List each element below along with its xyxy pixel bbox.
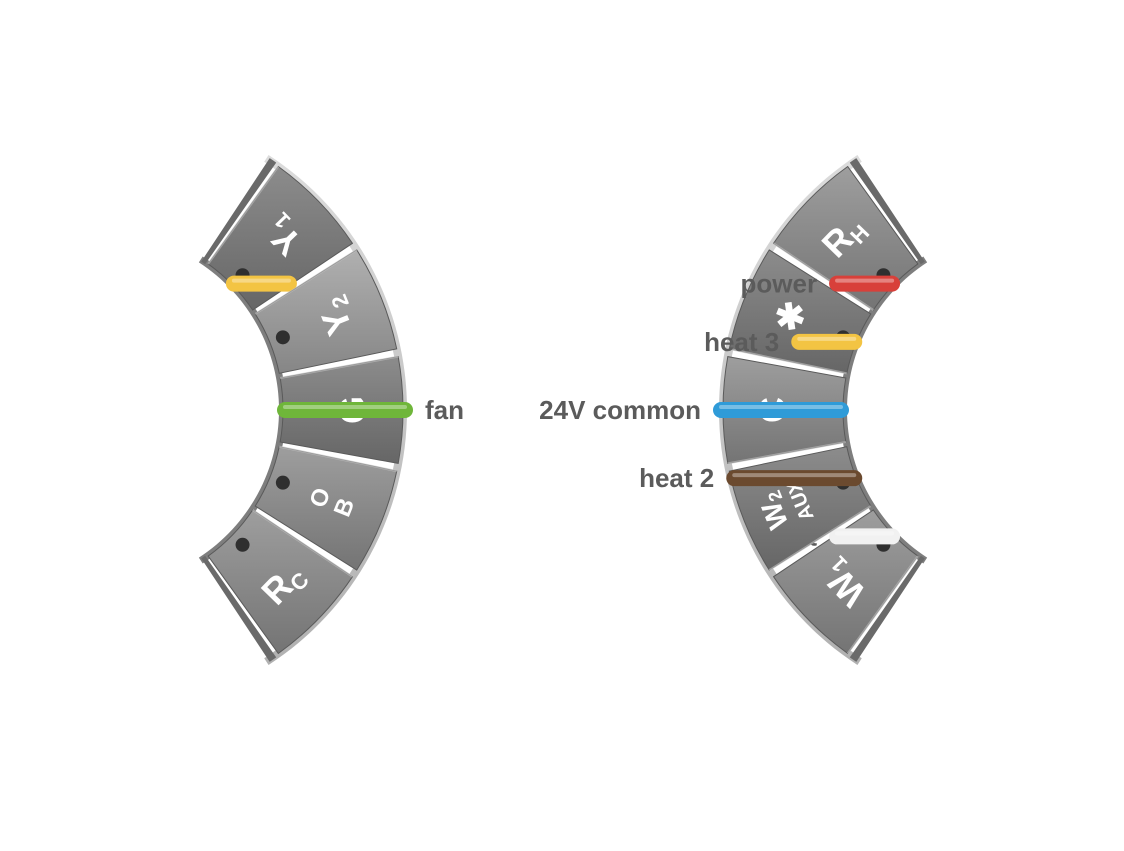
wire-C: [721, 407, 841, 410]
wire-Rh: [837, 281, 892, 284]
wire-W2AUX-label: heat 2: [639, 463, 714, 493]
wire-Y1: [234, 281, 289, 284]
terminal-Y2-hole: [276, 330, 290, 344]
wire-Rh-label: power: [741, 269, 818, 299]
wire-W1: [837, 533, 892, 536]
terminal-OB-hole: [276, 476, 290, 490]
wire-G-label: fan: [425, 395, 464, 425]
terminal-Rc-hole: [236, 538, 250, 552]
wire-STAR: [799, 339, 854, 342]
wire-STAR-label: heat 3: [704, 327, 779, 357]
wire-W2AUX: [734, 475, 854, 478]
wire-G: [285, 407, 405, 410]
wire-C-label: 24V common: [539, 395, 701, 425]
wiring-diagram: Y1coolY2GfanOBRCW1heatW2AUXheat 2C24V co…: [0, 0, 1124, 851]
